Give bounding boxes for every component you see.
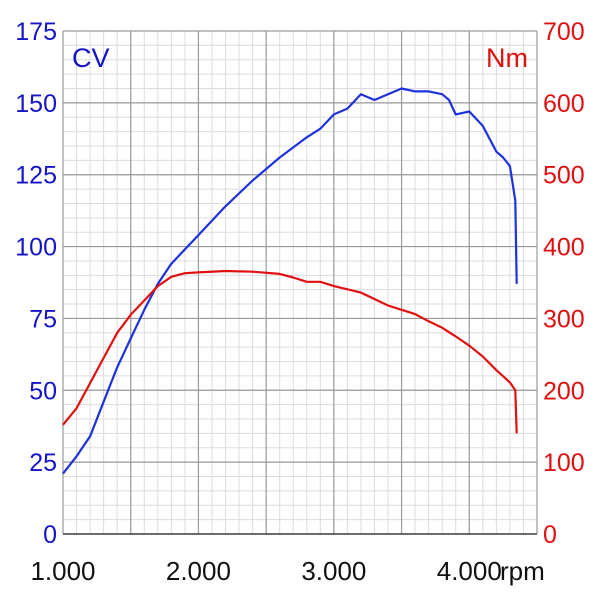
x-tick-label: 4.000: [437, 556, 502, 586]
right-tick-label: 500: [543, 162, 585, 190]
left-tick-label: 125: [15, 162, 57, 190]
series-line-nm: [62, 269, 518, 434]
left-tick-label: 175: [15, 18, 57, 46]
right-tick-label: 100: [543, 449, 585, 477]
right-tick-label: 700: [543, 18, 585, 46]
left-tick-label: 50: [29, 377, 57, 405]
series-layer: [62, 87, 518, 475]
left-tick-label: 100: [15, 234, 57, 262]
right-axis-ticks: 0 100 200 300 400 500 600 700: [543, 18, 585, 549]
right-tick-label: 0: [543, 521, 557, 549]
right-tick-label: 600: [543, 90, 585, 118]
left-axis-ticks: 0 25 50 75 100 125 150 175: [15, 18, 57, 549]
left-tick-label: 25: [29, 449, 57, 477]
left-tick-label: 75: [29, 305, 57, 333]
x-tick-label: 3.000: [301, 556, 366, 586]
right-tick-label: 400: [543, 234, 585, 262]
left-tick-label: 150: [15, 90, 57, 118]
left-axis-unit-label: CV: [72, 43, 110, 73]
left-tick-label: 0: [43, 521, 57, 549]
series-line-cv: [62, 87, 518, 475]
x-tick-label: 2.000: [166, 556, 231, 586]
right-tick-label: 300: [543, 305, 585, 333]
right-axis-unit-label: Nm: [486, 43, 528, 73]
x-axis-unit-label: rpm: [500, 556, 545, 586]
x-tick-label: 1.000: [30, 556, 95, 586]
x-axis-ticks: 1.000 2.000 3.000 4.000: [30, 556, 501, 586]
right-tick-label: 200: [543, 377, 585, 405]
